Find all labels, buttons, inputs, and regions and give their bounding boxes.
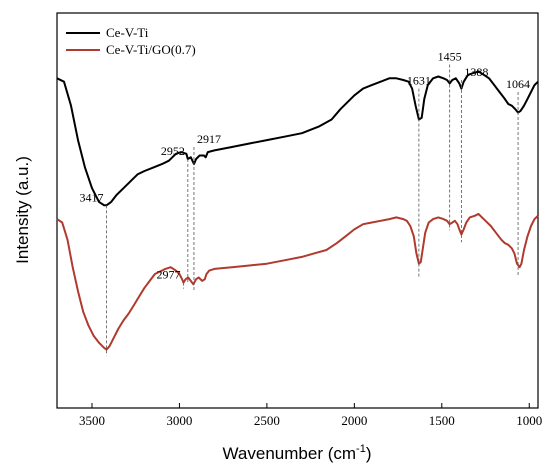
- x-axis-label-sup: -1: [356, 443, 366, 455]
- annotation-label-2917: 2917: [197, 132, 221, 146]
- annotation-label-2952: 2952: [161, 144, 185, 158]
- legend: Ce-V-Ti Ce-V-Ti/GO(0.7): [66, 25, 196, 57]
- plot-frame: [56, 12, 539, 409]
- x-axis-label: Wavenumber (cm-1): [223, 443, 372, 463]
- x-axis-ticks: 3500 3000 2500 2000 1500 1000: [79, 403, 542, 428]
- series-layer: [56, 70, 539, 351]
- x-tick-label-1000: 1000: [516, 413, 542, 428]
- x-tick-label-2000: 2000: [341, 413, 367, 428]
- annotation-label-1388: 1388: [464, 65, 488, 79]
- y-axis-label: Intensity (a.u.): [13, 156, 32, 264]
- annotation-label-1631: 1631: [407, 74, 431, 88]
- legend-label-ce-v-ti: Ce-V-Ti: [106, 25, 149, 40]
- series-line-ce-v-ti: [56, 70, 539, 207]
- annotation-label-1455: 1455: [438, 50, 462, 64]
- x-tick-label-3500: 3500: [79, 413, 105, 428]
- series-line-ce-v-ti-go: [56, 212, 539, 351]
- x-tick-label-3000: 3000: [166, 413, 192, 428]
- x-axis-label-main: Wavenumber (cm: [223, 444, 357, 463]
- annotation-label-3417: 3417: [79, 190, 103, 204]
- x-tick-label-2500: 2500: [254, 413, 280, 428]
- annotation-label-1064: 1064: [506, 77, 530, 91]
- x-axis-label-close: ): [366, 444, 372, 463]
- x-tick-label-1500: 1500: [429, 413, 455, 428]
- legend-label-ce-v-ti-go: Ce-V-Ti/GO(0.7): [106, 42, 196, 57]
- annotation-label-2977: 2977: [156, 268, 180, 282]
